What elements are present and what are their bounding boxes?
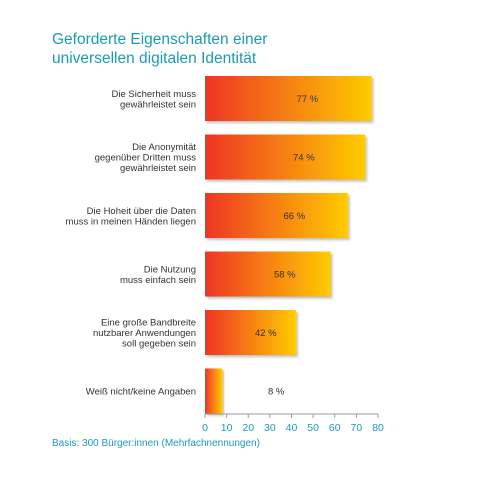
x-tick-label-80: 80 xyxy=(372,422,384,434)
bar-1 xyxy=(205,76,372,121)
chart-title: Geforderte Eigenschaften einer universel… xyxy=(52,31,268,67)
x-tick-label-30: 30 xyxy=(264,422,276,434)
x-tick-label-50: 50 xyxy=(307,422,319,434)
bar-5 xyxy=(205,310,296,355)
bar-6 xyxy=(205,368,223,414)
category-label-2: Die Anonymität gegenüber Dritten muss gewä… xyxy=(95,142,197,174)
bars-layer: Die Sicherheit muss gewährleistet sein 77 … xyxy=(66,76,372,414)
x-tick-label-0: 0 xyxy=(202,422,208,434)
footnote: Basis: 300 Bürger:innen (Mehrfachnennung… xyxy=(52,438,260,449)
value-label-3: 66 % xyxy=(283,211,305,222)
bar-4 xyxy=(205,251,331,297)
x-tick-label-70: 70 xyxy=(351,422,363,434)
value-label-1: 77 % xyxy=(297,94,319,105)
value-label-5: 42 % xyxy=(255,328,277,339)
bar-3 xyxy=(205,193,348,238)
category-label-4: Die Nutzung muss einfach sein xyxy=(120,264,196,286)
category-label-5: Eine große Bandbreite nutzbarer Anwendung… xyxy=(93,318,196,350)
x-tick-label-40: 40 xyxy=(286,422,298,434)
x-tick-label-10: 10 xyxy=(221,422,233,434)
value-label-4: 58 % xyxy=(274,270,296,281)
x-tick-label-60: 60 xyxy=(329,422,341,434)
x-axis: 0 10 20 30 40 50 60 70 80 xyxy=(202,413,384,434)
value-label-6: 8 % xyxy=(268,387,285,398)
category-label-6: Weiß nicht/keine Angaben xyxy=(86,387,196,398)
bar-2 xyxy=(205,134,366,180)
value-label-2: 74 % xyxy=(293,153,315,164)
category-label-3: Die Hoheit über die Daten muss in meinen … xyxy=(66,206,196,228)
x-tick-label-20: 20 xyxy=(242,422,254,434)
category-label-1: Die Sicherheit muss gewährleistet sein xyxy=(112,89,197,111)
